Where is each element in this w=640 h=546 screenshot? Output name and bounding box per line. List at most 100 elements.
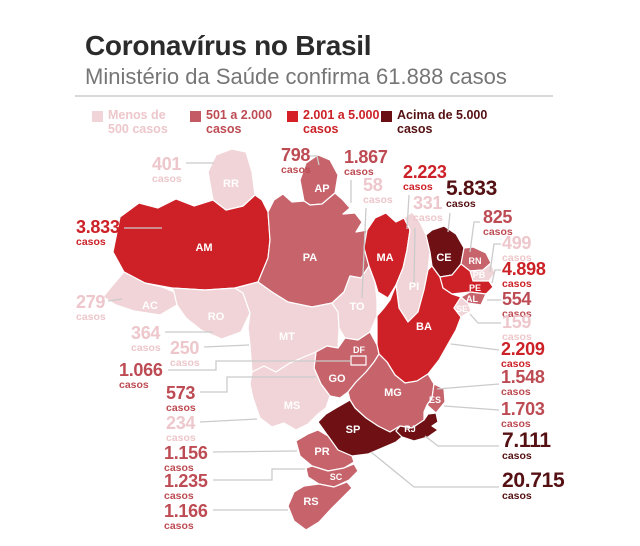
callout-rj-value: 7.111 [502,429,551,452]
state-label-pi: PI [409,281,419,293]
state-df [350,355,367,366]
callout-pb-unit: casos [502,252,532,264]
callout-es-value: 1.703 [501,399,545,419]
callout-pb: 499 casos [502,234,532,264]
callout-al-unit: casos [502,308,532,320]
callout-pe: 4.898 casos [502,260,546,290]
callout-rs: 1.166 casos [164,502,208,532]
state-am [112,194,271,291]
callout-ro-unit: casos [131,342,161,354]
callout-pi: 331 casos [413,194,443,224]
legend-item-over-5000: Acima de 5.000 casos [381,108,488,136]
state-label-rr: RR [223,178,239,190]
legend-swatch-2001-5000-icon [287,111,298,122]
callout-ma-value: 2.223 [403,162,447,182]
callout-sp-unit: casos [502,490,532,502]
callout-ro-value: 364 [131,323,161,343]
state-label-es: ES [429,395,441,405]
callout-es: 1.703 casos [501,400,545,430]
callout-rs-value: 1.166 [164,501,208,521]
callout-ce-unit: casos [446,198,476,210]
callout-go-unit: casos [166,402,196,414]
state-label-sc: SC [330,472,343,482]
state-label-ro: RO [208,311,225,323]
callout-ac: 279 casos [76,293,106,323]
state-pr [295,429,355,472]
callout-es-unit: casos [501,418,531,430]
state-label-pe: PE [469,283,481,293]
callout-rs-unit: casos [164,520,194,532]
callout-mt: 250 casos [170,339,200,369]
state-label-pr: PR [314,446,329,458]
callout-df-value: 1.066 [119,360,163,380]
callout-se: 159 casos [502,313,532,343]
callout-ma: 2.223 casos [403,163,447,193]
state-label-rn: RN [469,256,482,266]
page-subtitle: Ministério da Saúde confirma 61.888 caso… [85,64,507,89]
header-divider [75,95,553,97]
legend-item-501-2000: 501 a 2.000 casos [190,108,272,136]
legend-label: Menos de [108,108,166,122]
state-label-to: TO [349,301,365,313]
legend-swatch-over-5000-icon [381,111,392,122]
state-label-se: SE [456,304,468,314]
callout-pr-unit: casos [164,462,194,474]
callout-ap: 798 casos [281,146,311,176]
legend-swatch-under-500-icon [92,111,103,122]
callout-ap-value: 798 [281,145,311,165]
state-label-sp: SP [346,424,361,436]
callout-pa-unit: casos [344,166,374,178]
callout-mt-value: 250 [170,338,200,358]
callout-ce-value: 5.833 [446,177,498,200]
callout-pa-value: 1.867 [344,147,388,167]
callout-pr: 1.156 casos [164,444,208,474]
callout-go: 573 casos [166,384,196,414]
callout-mt-unit: casos [170,357,200,369]
callout-ba-value: 2.209 [501,339,545,359]
state-label-ms: MS [284,400,301,412]
state-sc [305,463,359,488]
callout-se-value: 159 [502,312,532,332]
state-ms [249,351,331,431]
legend-label: Acima de 5.000 [397,108,488,122]
legend-swatch-501-2000-icon [190,111,201,122]
callout-ms: 234 casos [166,414,196,444]
callout-pi-unit: casos [413,212,443,224]
legend-label: casos [206,121,242,136]
state-label-ac: AC [142,300,158,312]
callout-ac-value: 279 [76,292,106,312]
callout-rr-unit: casos [152,173,182,185]
state-label-pb: PB [473,270,486,280]
state-label-df: DF [353,345,365,355]
state-label-ap: AP [314,183,329,195]
callout-to-value: 58 [363,175,383,195]
callout-mg: 1.548 casos [501,368,545,398]
callout-mg-unit: casos [501,386,531,398]
callout-connector-lines [107,155,501,511]
callout-ba: 2.209 casos [501,340,545,370]
legend-label: 2.001 a 5.000 [303,108,380,122]
callout-al: 554 casos [502,290,532,320]
callout-df: 1.066 casos [119,361,163,391]
callout-to-unit: casos [363,194,393,206]
callout-ce: 5.833 casos [446,178,497,210]
state-label-rs: RS [303,496,318,508]
callout-am-value: 3.833 [76,217,120,237]
callout-ma-unit: casos [403,181,433,193]
callout-sc-unit: casos [164,490,194,502]
legend-label: 500 casos [108,121,168,136]
callout-ac-unit: casos [76,311,106,323]
callout-ap-unit: casos [281,164,311,176]
state-label-am: AM [195,242,212,254]
callout-pb-value: 499 [502,233,532,253]
page-title: Coronavírus no Brasil [85,30,372,61]
state-label-al: AL [466,294,478,304]
callout-pe-unit: casos [502,278,532,290]
callout-pr-value: 1.156 [164,443,208,463]
callout-pa: 1.867 casos [344,148,388,178]
callout-rr: 401 casos [152,155,182,185]
state-label-mt: MT [279,331,295,343]
callout-se-unit: casos [502,331,532,343]
